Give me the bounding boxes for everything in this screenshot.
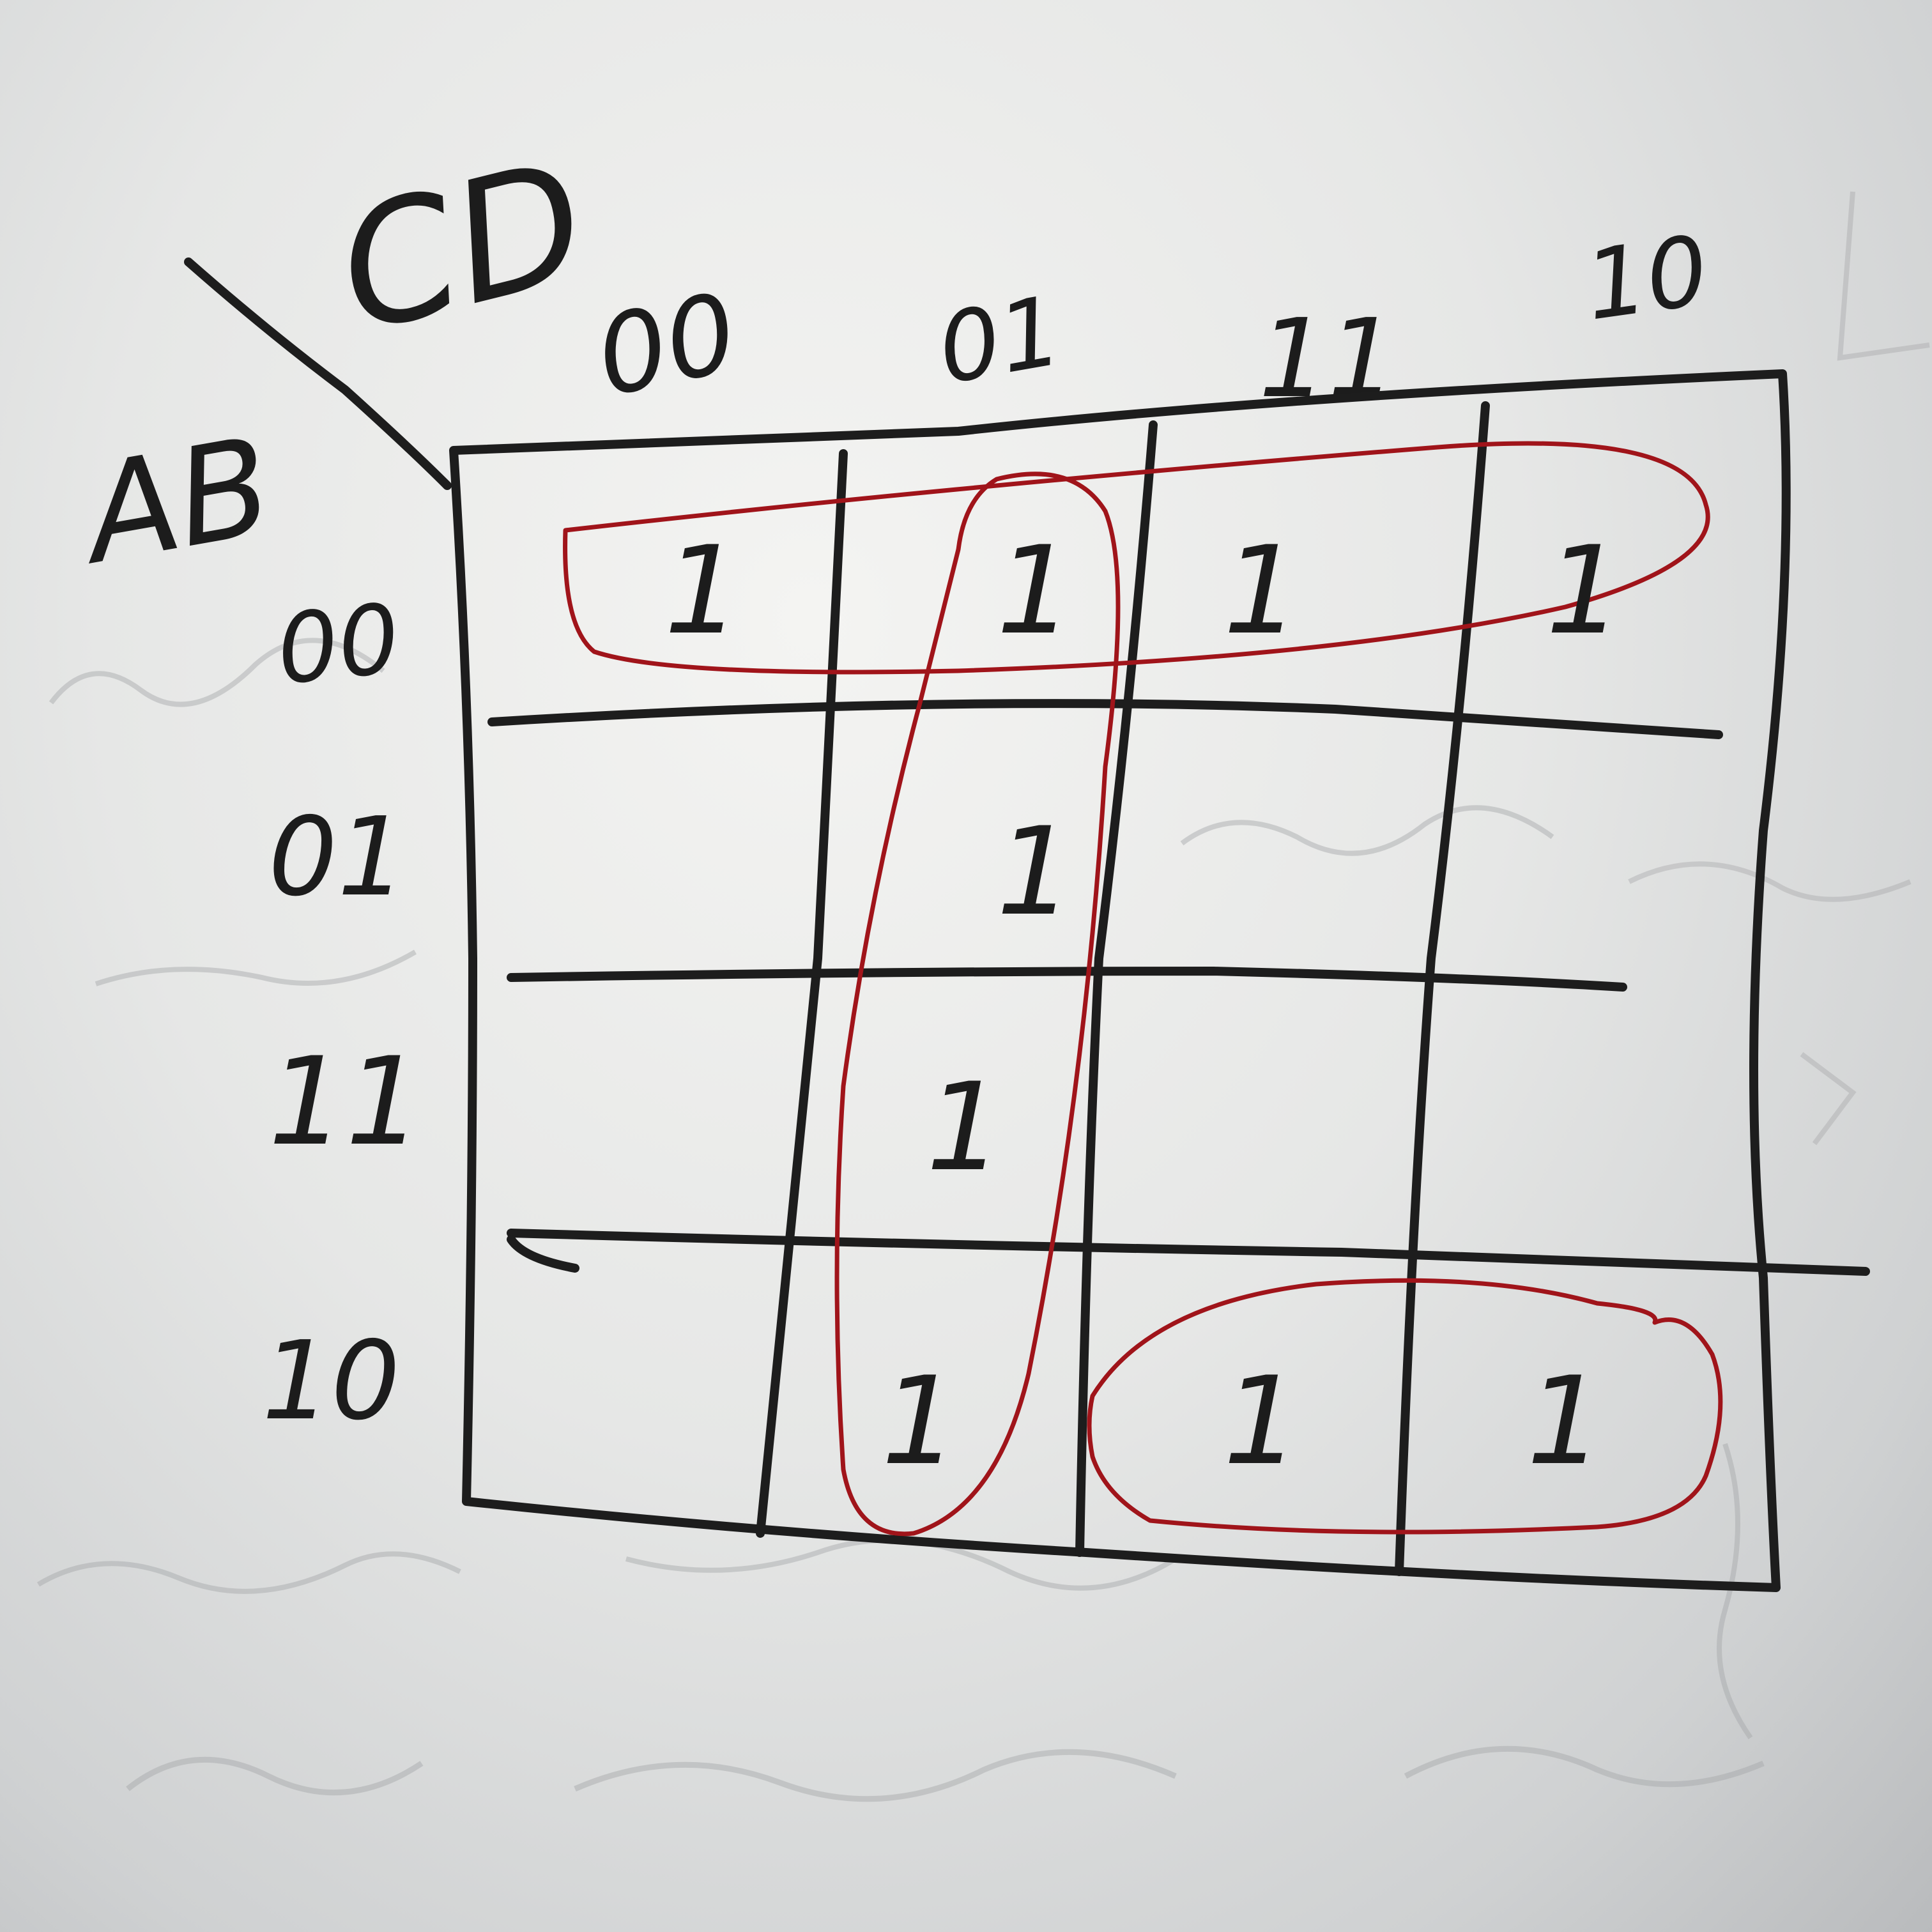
grid-horizontal-divider xyxy=(487,699,1723,739)
row-variables-label: AB xyxy=(66,408,282,595)
kmap-cell-value: 1 xyxy=(997,520,1074,661)
grid-horizontal-divider xyxy=(507,1229,1870,1276)
group-loop-column-01 xyxy=(834,471,1121,1537)
column-header: 10 xyxy=(1579,215,1715,342)
kmap-cell-value: 1 xyxy=(1223,520,1301,661)
row-header: 01 xyxy=(268,794,406,921)
kmap-cell-value: 1 xyxy=(926,1057,1004,1198)
group-loop-top-row xyxy=(563,441,1710,675)
group-loop-bottom-right xyxy=(1087,1278,1723,1535)
grid-vertical-divider xyxy=(1395,401,1490,1576)
grid-horizontal-divider xyxy=(507,967,1627,992)
kmap-cell-value: 1 xyxy=(882,1351,959,1492)
corner-diagonal-line xyxy=(184,257,452,490)
grid-outer-border xyxy=(449,369,1791,1592)
column-header: 01 xyxy=(930,275,1070,406)
grid-vertical-divider xyxy=(1075,420,1158,1557)
kmap-cell-value: 1 xyxy=(1527,1351,1604,1492)
bleed-through-marks xyxy=(36,191,1930,1802)
grid-vertical-divider xyxy=(756,449,848,1538)
kmap-cells: 1 1 1 1 1 1 1 1 1 xyxy=(664,520,1623,1492)
row-header: 00 xyxy=(272,583,405,707)
kmap-grid xyxy=(449,369,1870,1592)
kmap-cell-value: 1 xyxy=(1546,520,1623,661)
column-headers: 00 01 11 10 xyxy=(586,215,1715,422)
kmap-cell-value: 1 xyxy=(664,520,742,661)
grouping-loops xyxy=(563,441,1723,1537)
column-variables-label: CD xyxy=(321,125,604,371)
kmap-cell-value: 1 xyxy=(997,801,1074,942)
column-header: 00 xyxy=(586,269,747,422)
grid-stray-tick xyxy=(507,1235,579,1273)
row-header: 10 xyxy=(262,1318,400,1445)
kmap-cell-value: 1 xyxy=(1223,1351,1301,1492)
row-headers: 00 01 11 10 xyxy=(262,583,423,1445)
row-header: 11 xyxy=(268,1031,423,1172)
